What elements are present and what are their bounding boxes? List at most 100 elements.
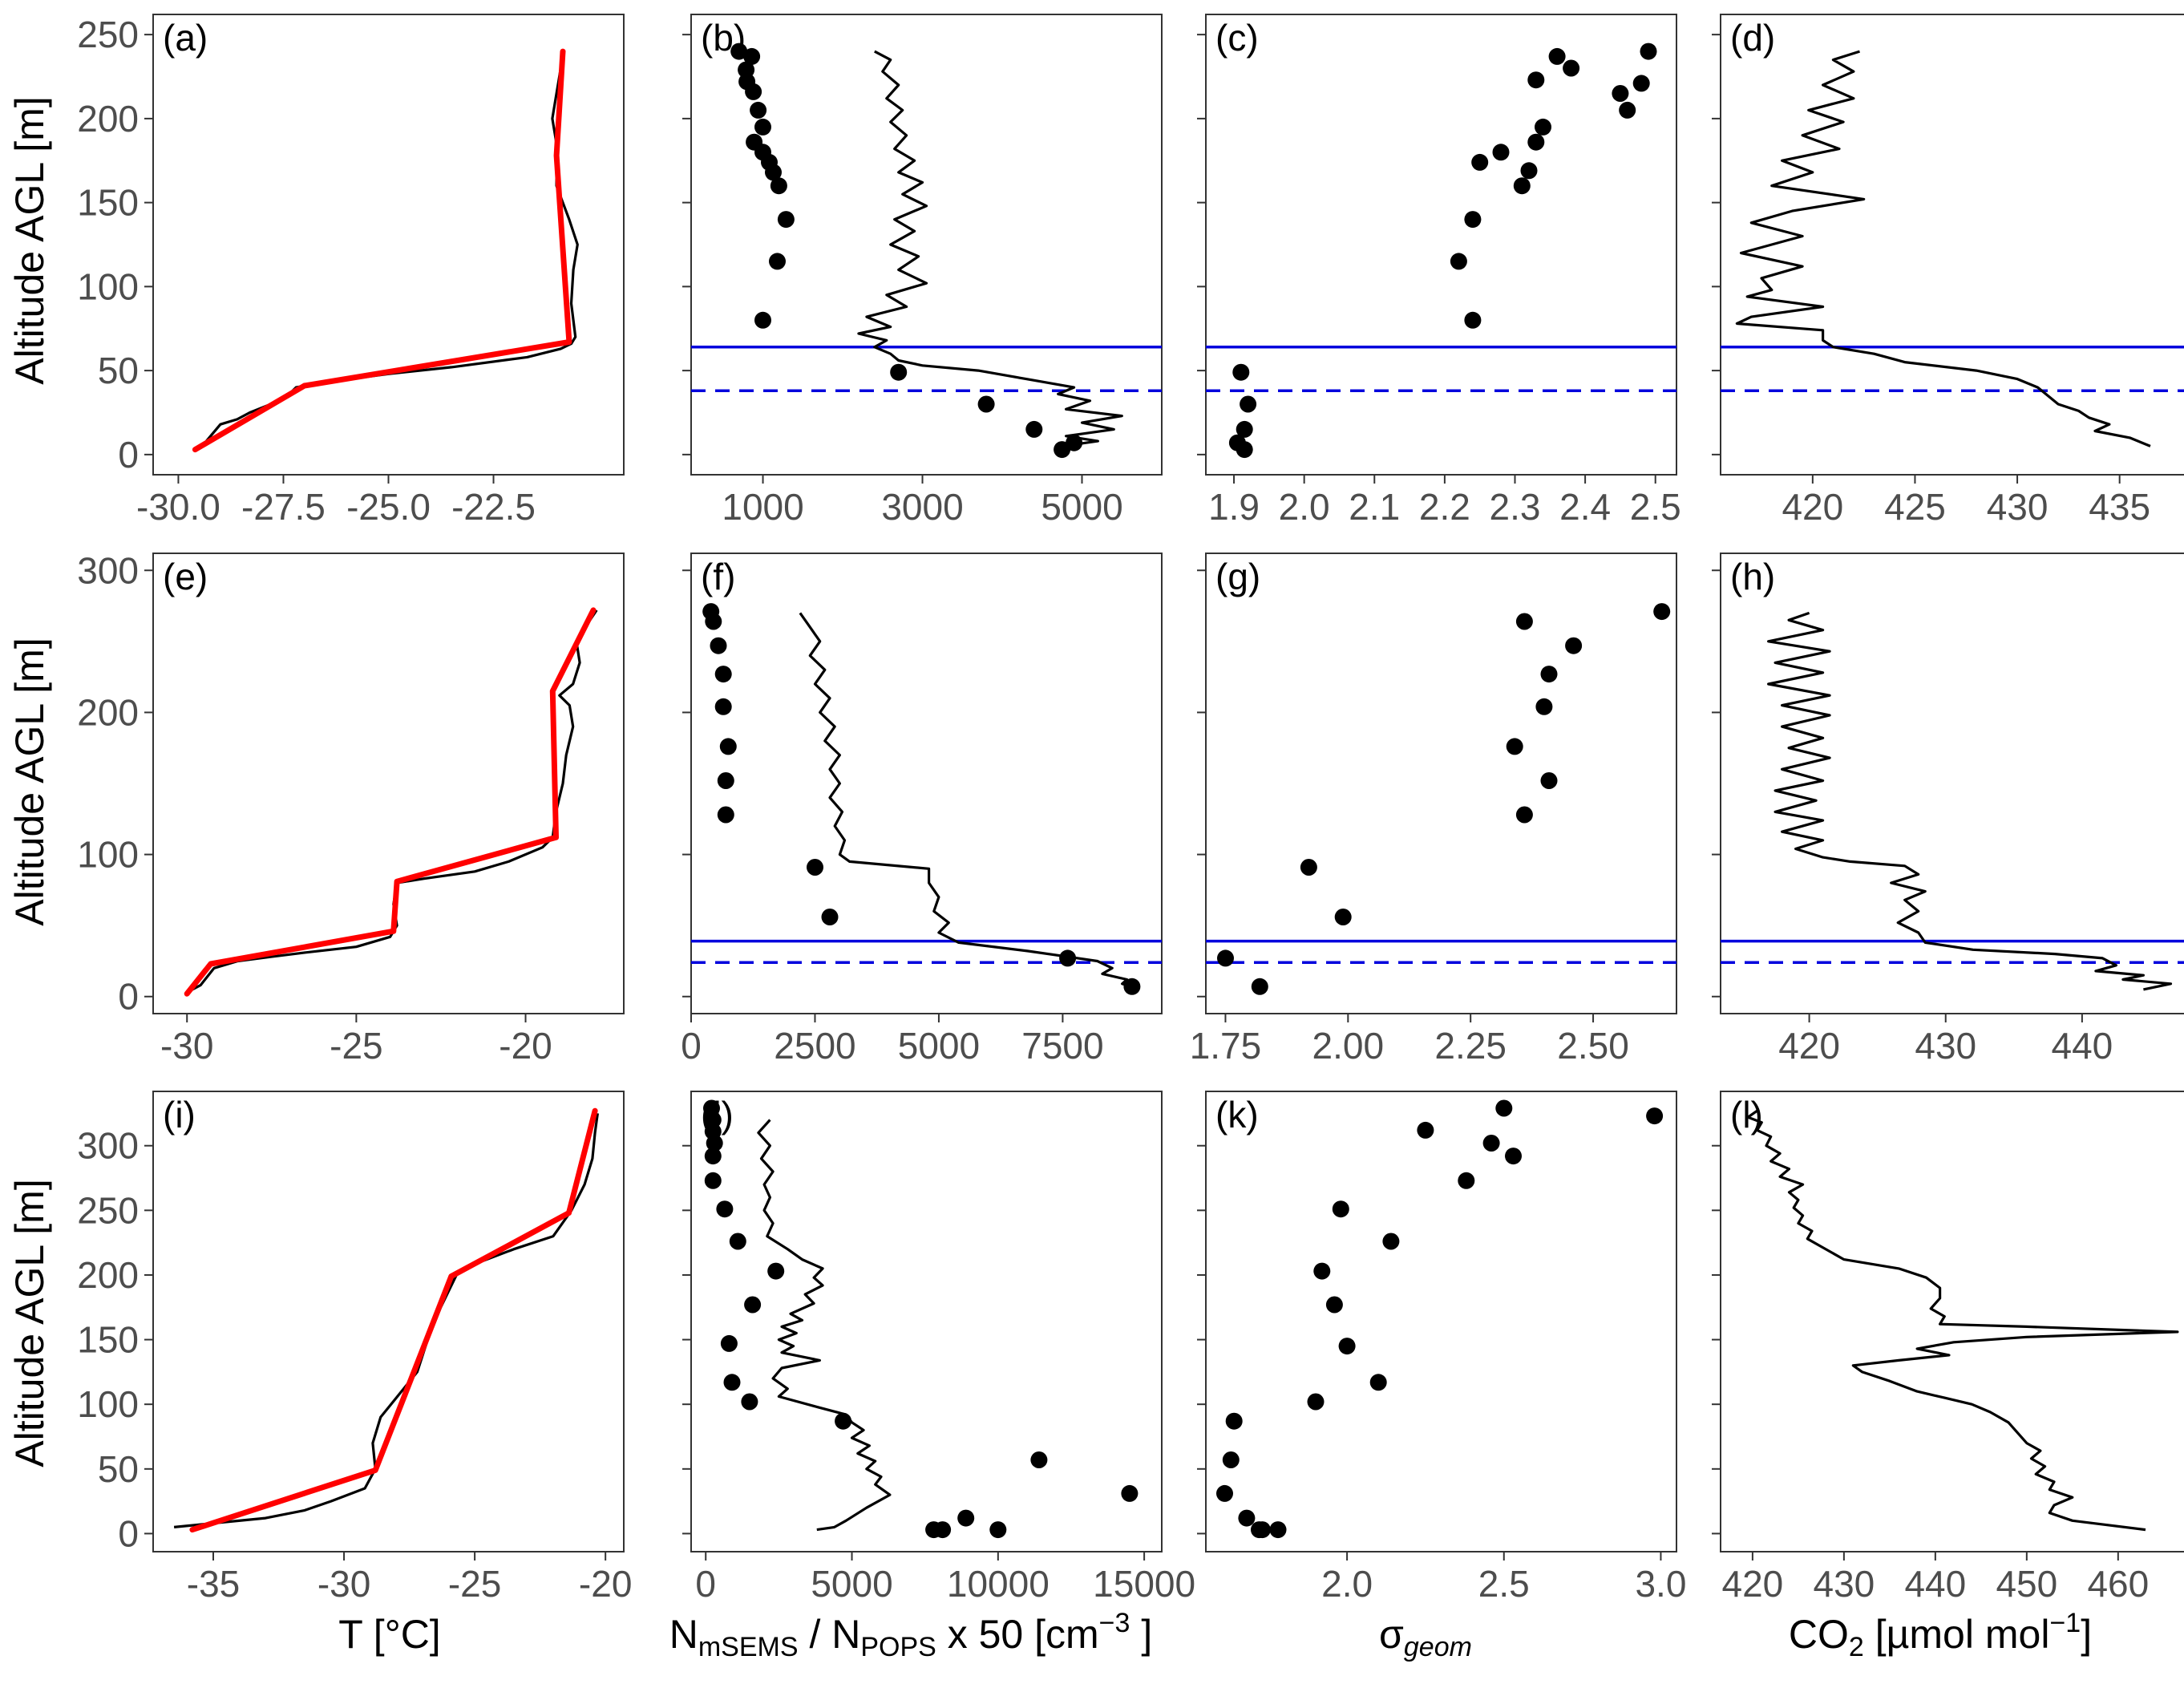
x-axis-title-sigma-geom: σgeom <box>1379 1612 1472 1662</box>
data-point <box>1307 1393 1325 1411</box>
y-tick-label: 0 <box>118 434 139 476</box>
data-point <box>1464 311 1482 329</box>
data-point <box>1236 420 1253 438</box>
data-point <box>1495 1099 1513 1117</box>
y-tick-label: 50 <box>98 350 139 391</box>
data-point <box>1548 47 1566 65</box>
x-tick-label: 2.0 <box>1321 1563 1373 1605</box>
x-tick-label: 3000 <box>881 486 963 528</box>
y-tick-label: 250 <box>77 14 139 55</box>
x-axis-title-number-concentration: NmSEMS / NPOPS x 50 [cm−3 ] <box>669 1608 1152 1662</box>
panel-b: 1000 3000 5000 (b) <box>682 14 1163 528</box>
y-tick-label: 0 <box>118 976 139 1018</box>
data-point <box>1123 978 1141 995</box>
panel-frame <box>1205 1091 1677 1552</box>
panel-frame <box>1720 553 2184 1014</box>
y-axis-title-row-2: Altitude AGL [m] <box>7 638 52 925</box>
y-axis-title-row-1: Altitude AGL [m] <box>7 96 52 384</box>
data-point <box>706 1135 723 1152</box>
panel-grid: -30.0 -27.5 -25.0 -22.5 0 50 100 150 200 250 (a) 10… <box>77 14 2184 1605</box>
x-tick-label: 1000 <box>722 486 803 528</box>
data-point <box>704 1148 722 1165</box>
panel-label-c: (c) <box>1215 17 1259 59</box>
y-tick-label: 300 <box>77 1125 139 1167</box>
data-point <box>704 1172 722 1189</box>
data-point <box>1527 133 1545 151</box>
panel-plot-area <box>173 1107 599 1533</box>
x-tick-label: -25 <box>448 1563 501 1605</box>
data-point <box>745 83 762 100</box>
panel-label-k: (k) <box>1215 1094 1259 1135</box>
panel-frame <box>1720 14 2184 476</box>
data-point <box>1030 1451 1048 1468</box>
panel-label-d: (d) <box>1730 17 1775 59</box>
data-point <box>777 211 795 229</box>
data-point <box>1565 637 1583 654</box>
x-tick-label: 420 <box>1782 486 1843 528</box>
panel-plot-area <box>691 603 1162 995</box>
data-point <box>1640 43 1657 60</box>
x-tick-label: -25 <box>330 1025 382 1067</box>
x-tick-label: 420 <box>1778 1025 1840 1067</box>
data-point <box>1520 162 1538 180</box>
panel-frame <box>152 14 625 476</box>
x-tick-label: 2.0 <box>1279 486 1330 528</box>
x-tick-label: 425 <box>1884 486 1946 528</box>
data-point <box>1535 118 1551 136</box>
data-point <box>1236 441 1253 459</box>
data-point <box>890 363 908 381</box>
x-tick-label: -27.5 <box>241 486 326 528</box>
data-point <box>1540 772 1558 789</box>
data-point <box>1025 420 1043 438</box>
data-point <box>1222 1451 1240 1468</box>
panel-plot-area <box>192 48 579 453</box>
panel-label-b: (b) <box>701 17 746 59</box>
fit-line <box>192 48 572 453</box>
panel-plot-area <box>1721 611 2184 991</box>
data-point <box>770 177 787 195</box>
x-tick-label: 5000 <box>898 1025 980 1067</box>
x-tick-label: 2.4 <box>1559 486 1611 528</box>
data-point <box>705 613 722 630</box>
data-point <box>714 666 732 683</box>
x-axis-title-co2: CO2 [µmol mol−1] <box>1789 1608 2092 1662</box>
data-point <box>714 698 732 715</box>
y-tick-label: 150 <box>77 182 139 224</box>
data-point <box>1332 1200 1349 1218</box>
data-point <box>717 806 734 824</box>
panel-g: 1.75 2.00 2.25 2.50 (g) <box>1190 553 1677 1067</box>
data-point <box>1619 101 1636 119</box>
data-point <box>1464 211 1482 229</box>
x-tick-label: 5000 <box>811 1563 892 1605</box>
panel-frame <box>152 1091 625 1552</box>
data-point <box>835 1412 852 1430</box>
data-point <box>934 1521 952 1539</box>
x-tick-label: 0 <box>681 1025 702 1067</box>
x-tick-label: 2.1 <box>1349 486 1400 528</box>
panel-label-l: (l) <box>1730 1094 1763 1135</box>
data-point <box>1646 1107 1664 1125</box>
data-point <box>750 101 767 119</box>
data-point <box>717 772 734 789</box>
x-tick-label: 2.2 <box>1419 486 1470 528</box>
data-point <box>1482 1135 1500 1152</box>
fit-line <box>189 1107 598 1533</box>
y-tick-label: 100 <box>77 265 139 307</box>
data-point <box>1225 1412 1243 1430</box>
data-point <box>977 395 995 413</box>
data-point <box>710 637 727 654</box>
data-point <box>1506 738 1523 755</box>
x-tick-label: 7500 <box>1021 1025 1103 1067</box>
profile-line <box>1735 50 2151 447</box>
panel-plot-area <box>1721 50 2184 447</box>
data-point <box>754 118 771 136</box>
panel-k: 2.0 2.5 3.0 (k) <box>1197 1091 1686 1605</box>
panel-e: -30 -25 -20 0 100 200 300 (e) <box>77 549 625 1067</box>
x-tick-label: -25.0 <box>346 486 431 528</box>
data-point <box>1632 75 1650 92</box>
panel-i: -35 -30 -25 -20 0 50 100 150 200 250 300 (i) <box>77 1091 632 1605</box>
data-point <box>1269 1521 1287 1539</box>
data-point <box>1458 1172 1475 1189</box>
data-point <box>1515 613 1533 630</box>
data-point <box>1369 1374 1387 1391</box>
